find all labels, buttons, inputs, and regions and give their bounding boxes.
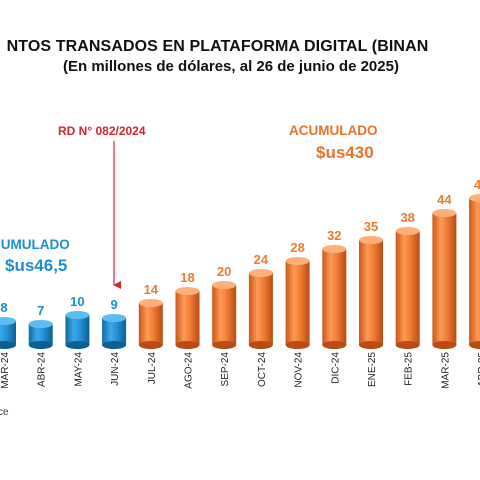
tick-labels-group: MAR-24 ABR-24 MAY-24 JUN-24 JUL-24 AGO-24 SEP-…: [0, 352, 480, 389]
value-label: 44: [437, 192, 452, 207]
bar-base: [102, 341, 127, 349]
bar-cap: [212, 281, 237, 289]
bar-base: [322, 341, 347, 349]
bar-body: [469, 198, 480, 345]
bar-base: [285, 341, 310, 349]
bar-cap: [359, 236, 383, 244]
bar-sep-24: [212, 281, 237, 349]
bar-jun-24: [102, 314, 127, 349]
value-label: 7: [37, 303, 44, 318]
bar-abr-24: [28, 320, 53, 349]
bar-dic-24: [322, 245, 347, 349]
bar-base: [28, 341, 53, 349]
bars-group: [0, 194, 480, 349]
bar-base: [248, 341, 273, 349]
bar-ago-24: [175, 287, 200, 349]
tick-label: JUN-24: [110, 352, 121, 386]
tick-label: AGO-24: [184, 352, 195, 389]
bar-base: [432, 341, 457, 349]
chart-subtitle: (En millones de dólares, al 26 de junio …: [63, 58, 399, 75]
tick-label: MAR-24: [0, 352, 11, 389]
tick-label: ABR-24: [37, 352, 48, 387]
tick-label: MAR-25: [440, 352, 451, 389]
tick-label: MAY-24: [73, 352, 84, 387]
value-labels-group: 8 7 10 9 14 18 20 24 28 32 35 38 44 49: [0, 177, 480, 318]
value-label: 35: [364, 219, 378, 234]
bar-ene-25: [359, 236, 383, 349]
bar-cap: [322, 245, 347, 253]
bar-cap: [0, 317, 16, 325]
bar-cap: [395, 227, 420, 235]
bar-body: [0, 321, 16, 345]
bar-feb-25: [395, 227, 420, 349]
value-label: 28: [290, 240, 304, 255]
bar-base: [469, 341, 480, 349]
bar-body: [212, 285, 237, 345]
value-label: 8: [0, 300, 7, 315]
tick-label: ENE-25: [367, 352, 378, 387]
bar-body: [248, 273, 273, 345]
source-note: ce: [0, 407, 9, 418]
tick-label: FEB-25: [404, 352, 415, 386]
tick-label: ABR-25: [477, 352, 480, 387]
bar-body: [285, 261, 310, 345]
bar-cap: [102, 314, 127, 322]
bar-cap: [248, 269, 273, 277]
bar-oct-24: [248, 269, 273, 349]
bar-body: [322, 249, 347, 345]
bar-cap: [138, 299, 163, 307]
value-label: 38: [400, 210, 414, 225]
tick-label: OCT-24: [257, 352, 268, 387]
chart-title: NTOS TRANSADOS EN PLATAFORMA DIGITAL (BI…: [6, 38, 429, 55]
value-label: 14: [144, 282, 159, 297]
bar-base: [138, 341, 163, 349]
bar-body: [102, 318, 127, 345]
bar-body: [175, 291, 200, 345]
value-label: 20: [217, 264, 231, 279]
bar-cap: [469, 194, 480, 202]
bar-body: [395, 231, 420, 345]
value-label: 18: [180, 270, 194, 285]
accumulated-orange-label: ACUMULADO: [289, 123, 378, 138]
bar-mar-24: [0, 317, 16, 349]
value-label: 24: [254, 252, 269, 267]
bar-base: [0, 341, 16, 349]
bar-base: [212, 341, 237, 349]
tick-label: DIC-24: [330, 352, 341, 384]
bar-body: [65, 315, 90, 345]
bar-jul-24: [138, 299, 163, 349]
bar-abr-25: [469, 194, 480, 349]
accumulated-orange-value: $us430: [316, 143, 374, 162]
rd-annotation: RD N° 082/2024: [58, 124, 146, 138]
value-label: 10: [70, 294, 84, 309]
bar-base: [65, 341, 90, 349]
bar-base: [175, 341, 200, 349]
bar-base: [395, 341, 420, 349]
bar-cap: [28, 320, 53, 328]
bar-body: [138, 303, 163, 345]
bar-body: [432, 213, 457, 345]
bar-body: [359, 240, 383, 345]
title-block: NTOS TRANSADOS EN PLATAFORMA DIGITAL (BI…: [0, 38, 480, 75]
tick-label: NOV-24: [294, 352, 305, 388]
bar-nov-24: [285, 257, 310, 349]
value-label: 32: [327, 228, 341, 243]
bar-cap: [175, 287, 200, 295]
accumulated-blue-label: CUMULADO: [0, 237, 70, 252]
value-label: 9: [110, 297, 117, 312]
tick-label: JUL-24: [147, 352, 158, 385]
bar-mar-25: [432, 209, 457, 349]
bar-may-24: [65, 311, 90, 349]
bar-body: [28, 324, 53, 345]
bar-cap: [285, 257, 310, 265]
bar-base: [359, 341, 383, 349]
tick-label: SEP-24: [220, 352, 231, 387]
bar-cap: [65, 311, 90, 319]
value-label: 49: [474, 177, 480, 192]
bar-cap: [432, 209, 457, 217]
accumulated-blue-value: $us46,5: [5, 256, 68, 275]
